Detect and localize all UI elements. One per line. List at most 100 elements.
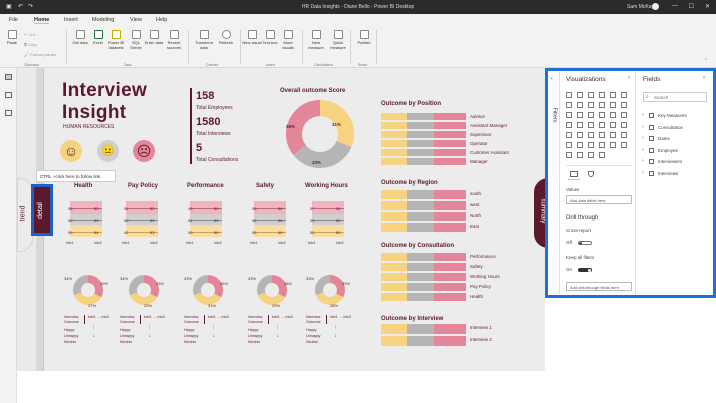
visual-type-icon[interactable] xyxy=(610,142,616,148)
undo-icon[interactable]: ↶ xyxy=(18,4,24,10)
chevron-right-icon[interactable]: › xyxy=(642,135,644,141)
visual-type-icon[interactable] xyxy=(588,92,594,98)
outcome-bar-pink[interactable] xyxy=(434,131,466,138)
outcome-bar-yellow[interactable] xyxy=(381,122,407,129)
sad-face-icon[interactable]: ☹ xyxy=(133,140,155,162)
cross-report-toggle[interactable] xyxy=(578,241,592,245)
field-table-name[interactable]: Interviewers xyxy=(658,159,683,164)
visual-type-icon[interactable] xyxy=(599,142,605,148)
tab-view[interactable]: View xyxy=(130,17,142,23)
outcome-bar-pink[interactable] xyxy=(434,149,466,156)
outcome-bar-pink[interactable] xyxy=(434,113,466,120)
outcome-bar-pink[interactable] xyxy=(434,223,466,232)
visual-type-icon[interactable] xyxy=(577,152,583,158)
outcome-bar-grey[interactable] xyxy=(407,190,434,199)
field-table-name[interactable]: Key Measures xyxy=(658,113,687,118)
visual-type-icon[interactable] xyxy=(577,142,583,148)
visual-type-icon[interactable] xyxy=(599,112,605,118)
outcome-bar-yellow[interactable] xyxy=(381,190,407,199)
outcome-bar-grey[interactable] xyxy=(407,253,434,261)
maximize-icon[interactable]: ☐ xyxy=(688,4,694,10)
visual-type-icon[interactable] xyxy=(610,92,616,98)
outcome-bar-yellow[interactable] xyxy=(381,201,407,210)
keep-filters-toggle[interactable] xyxy=(578,268,592,272)
outcome-bar-pink[interactable] xyxy=(434,158,466,165)
report-view-icon[interactable] xyxy=(5,74,12,80)
visual-type-icon[interactable] xyxy=(577,132,583,138)
minimize-icon[interactable]: — xyxy=(672,3,678,9)
field-table-name[interactable]: Consultation xyxy=(658,124,684,130)
field-table-name[interactable]: Dates xyxy=(658,136,670,141)
visual-type-icon[interactable] xyxy=(577,122,583,128)
powerbi-datasets-button[interactable]: Power BI datasets xyxy=(106,28,126,50)
outcome-bar-grey[interactable] xyxy=(407,158,434,165)
outcome-bar-yellow[interactable] xyxy=(381,324,407,334)
outcome-bar-grey[interactable] xyxy=(407,223,434,232)
outcome-bar-yellow[interactable] xyxy=(381,158,407,165)
outcome-bar-pink[interactable] xyxy=(434,122,466,129)
summary-tab[interactable] xyxy=(534,178,548,248)
close-icon[interactable]: ✕ xyxy=(704,4,710,10)
visual-type-icon[interactable] xyxy=(577,112,583,118)
outcome-bar-pink[interactable] xyxy=(434,263,466,271)
outcome-bar-yellow[interactable] xyxy=(381,113,407,120)
expand-filters-icon[interactable]: ‹ xyxy=(551,76,553,82)
visual-type-icon[interactable] xyxy=(599,122,605,128)
new-visual-button[interactable]: New visual xyxy=(242,28,262,45)
visual-type-icon[interactable] xyxy=(588,152,594,158)
tab-help[interactable]: Help xyxy=(156,17,168,23)
fields-search-box[interactable]: ⌕ Search xyxy=(643,92,707,102)
small-outcome-donut[interactable] xyxy=(191,273,225,307)
visual-type-icon[interactable] xyxy=(621,122,627,128)
more-visuals-button[interactable]: More visuals xyxy=(278,28,298,50)
copy-button[interactable]: ⧉ Copy xyxy=(24,42,38,47)
visual-type-icon[interactable] xyxy=(610,122,616,128)
tab-insert[interactable]: Insert xyxy=(64,17,78,23)
visual-type-icon[interactable] xyxy=(621,132,627,138)
quick-measure-button[interactable]: Quick measure xyxy=(328,28,348,50)
new-measure-button[interactable]: New measure xyxy=(306,28,326,50)
outcome-bar-grey[interactable] xyxy=(407,122,434,129)
small-outcome-donut[interactable] xyxy=(255,273,289,307)
visual-type-icon[interactable] xyxy=(577,102,583,108)
outcome-bar-pink[interactable] xyxy=(434,336,466,346)
visual-type-icon[interactable] xyxy=(566,132,572,138)
cut-button[interactable]: ✂ Cut xyxy=(24,32,35,37)
drill-through-dropzone[interactable]: Add drill-through fields here xyxy=(566,282,632,291)
small-outcome-donut[interactable] xyxy=(71,273,105,307)
collapse-viz-icon[interactable]: › xyxy=(628,75,630,81)
outcome-bar-pink[interactable] xyxy=(434,140,466,147)
outcome-bar-yellow[interactable] xyxy=(381,140,407,147)
visual-type-icon[interactable] xyxy=(621,112,627,118)
visual-type-icon[interactable] xyxy=(599,92,605,98)
visual-type-icon[interactable] xyxy=(577,92,583,98)
outcome-bar-pink[interactable] xyxy=(434,293,466,301)
field-table-name[interactable]: Employee xyxy=(658,147,679,153)
chevron-right-icon[interactable]: › xyxy=(642,112,644,118)
visual-type-icon[interactable] xyxy=(566,152,572,158)
outcome-bar-yellow[interactable] xyxy=(381,149,407,156)
outcome-bar-grey[interactable] xyxy=(407,131,434,138)
visual-type-icon[interactable] xyxy=(610,132,616,138)
small-outcome-donut[interactable] xyxy=(127,273,161,307)
visual-type-icon[interactable] xyxy=(599,132,605,138)
overall-outcome-donut[interactable] xyxy=(280,96,360,172)
visual-type-icon[interactable] xyxy=(566,142,572,148)
data-view-icon[interactable] xyxy=(5,92,12,98)
outcome-bar-grey[interactable] xyxy=(407,113,434,120)
field-table-name[interactable]: Interviews xyxy=(658,170,679,176)
outcome-bar-pink[interactable] xyxy=(434,273,466,281)
visual-type-icon[interactable] xyxy=(566,112,572,118)
tab-modeling[interactable]: Modeling xyxy=(92,17,115,23)
paste-button[interactable]: Paste xyxy=(2,28,22,45)
text-box-button[interactable]: Text box xyxy=(260,28,280,45)
visual-type-icon[interactable] xyxy=(621,102,627,108)
visual-type-icon[interactable] xyxy=(588,102,594,108)
visual-type-icon[interactable] xyxy=(599,152,605,158)
outcome-bar-grey[interactable] xyxy=(407,324,434,334)
redo-icon[interactable]: ↷ xyxy=(28,4,34,10)
save-icon[interactable]: ▣ xyxy=(6,4,12,10)
outcome-bar-yellow[interactable] xyxy=(381,283,407,291)
sql-server-button[interactable]: SQL Server xyxy=(126,28,146,50)
visual-type-icon[interactable] xyxy=(566,92,572,98)
